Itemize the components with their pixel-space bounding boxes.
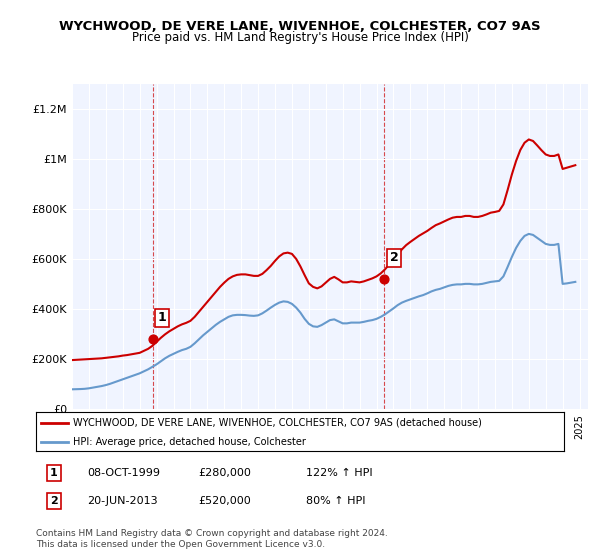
- Text: 122% ↑ HPI: 122% ↑ HPI: [306, 468, 373, 478]
- Text: Price paid vs. HM Land Registry's House Price Index (HPI): Price paid vs. HM Land Registry's House …: [131, 31, 469, 44]
- Text: 80% ↑ HPI: 80% ↑ HPI: [306, 496, 365, 506]
- Text: 20-JUN-2013: 20-JUN-2013: [87, 496, 158, 506]
- Text: 1: 1: [158, 311, 167, 324]
- Point: [380, 274, 389, 283]
- Text: £280,000: £280,000: [198, 468, 251, 478]
- Point: [148, 334, 157, 343]
- Text: 2: 2: [389, 251, 398, 264]
- Text: £520,000: £520,000: [198, 496, 251, 506]
- Text: 2: 2: [50, 496, 58, 506]
- Text: Contains HM Land Registry data © Crown copyright and database right 2024.
This d: Contains HM Land Registry data © Crown c…: [36, 529, 388, 549]
- Text: WYCHWOOD, DE VERE LANE, WIVENHOE, COLCHESTER, CO7 9AS: WYCHWOOD, DE VERE LANE, WIVENHOE, COLCHE…: [59, 20, 541, 32]
- Text: HPI: Average price, detached house, Colchester: HPI: Average price, detached house, Colc…: [73, 437, 306, 447]
- Text: 08-OCT-1999: 08-OCT-1999: [87, 468, 160, 478]
- Text: 1: 1: [50, 468, 58, 478]
- Text: WYCHWOOD, DE VERE LANE, WIVENHOE, COLCHESTER, CO7 9AS (detached house): WYCHWOOD, DE VERE LANE, WIVENHOE, COLCHE…: [73, 418, 482, 428]
